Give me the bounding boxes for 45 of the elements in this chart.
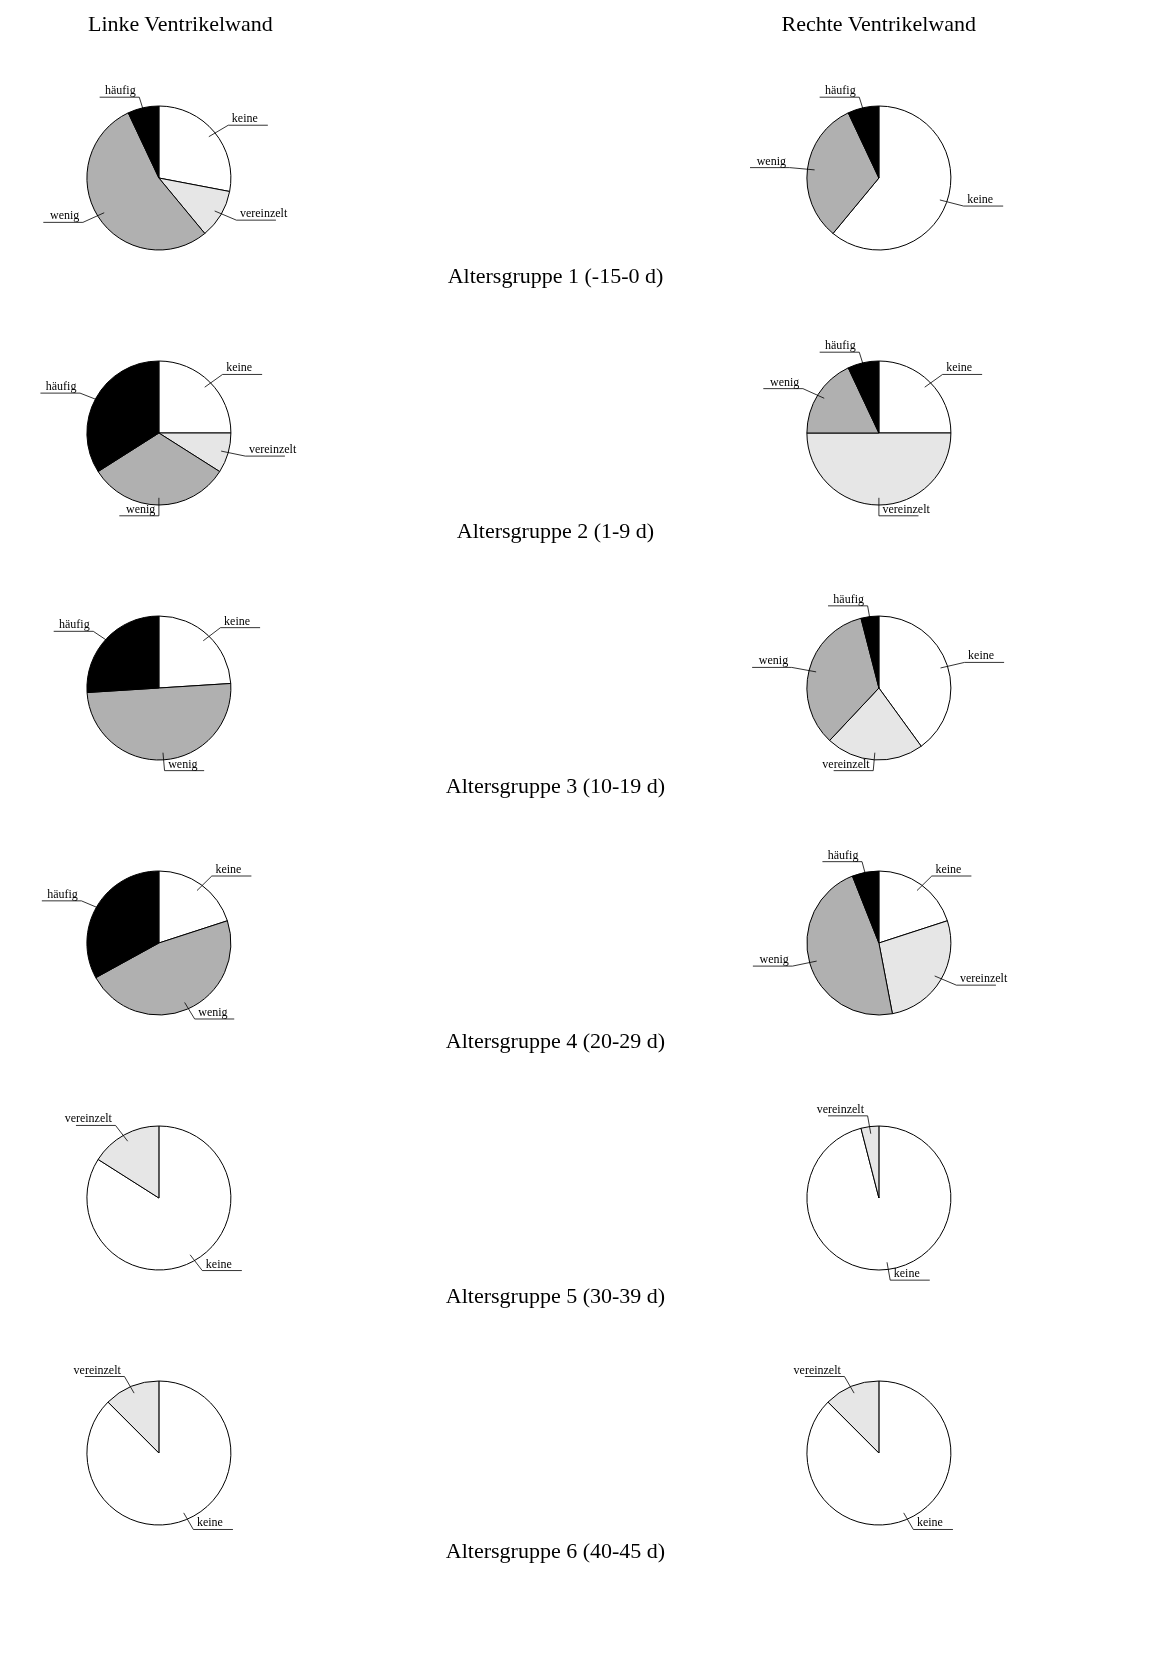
slice-label: vereinzelt	[248, 442, 297, 457]
slice-label: vereinzelt	[882, 501, 931, 516]
slice-label: vereinzelt	[64, 1111, 113, 1126]
slice-label: wenig	[49, 208, 80, 223]
slice-label: häufig	[825, 338, 856, 353]
slice-label: keine	[231, 111, 258, 126]
slice-label: häufig	[47, 886, 78, 901]
text: Altersgruppe 3 (10-19 d)	[445, 772, 666, 798]
slice-label: vereinzelt	[793, 1362, 842, 1377]
slice-label: häufig	[825, 83, 856, 98]
slice-label: keine	[946, 360, 973, 375]
slice-label: keine	[967, 192, 994, 207]
slice-label: keine	[196, 1515, 223, 1530]
slice-label: keine	[224, 613, 251, 628]
text: Altersgruppe 6 (40-45 d)	[445, 1537, 666, 1563]
slice-label: wenig	[759, 952, 789, 967]
slice-label: häufig	[833, 591, 865, 606]
slice-label: häufig	[105, 83, 136, 98]
slice-label: vereinzelt	[959, 971, 1008, 986]
chart-title: Rechte Ventrikelwand	[781, 11, 976, 37]
slice-label: wenig	[769, 374, 800, 389]
slice-label: keine	[215, 862, 242, 877]
slice-label: wenig	[168, 756, 198, 771]
slice-label: keine	[935, 862, 962, 877]
text: Altersgruppe 2 (1-9 d)	[456, 517, 655, 543]
slice-label: wenig	[198, 1004, 228, 1019]
slice-label: keine	[916, 1515, 943, 1530]
slice-label: keine	[205, 1256, 232, 1271]
slice-label: keine	[226, 360, 253, 375]
text: Altersgruppe 5 (30-39 d)	[445, 1282, 666, 1308]
slice-label: vereinzelt	[822, 756, 871, 771]
text: Altersgruppe 4 (20-29 d)	[445, 1027, 666, 1053]
slice-label: häufig	[59, 617, 90, 632]
slice-label: häufig	[827, 847, 859, 862]
slice-label: wenig	[758, 653, 789, 668]
slice-label: vereinzelt	[239, 206, 288, 221]
slice-label: keine	[893, 1266, 920, 1281]
text: Altersgruppe 1 (-15-0 d)	[447, 262, 664, 288]
slice-label: wenig	[125, 501, 156, 516]
slice-label: häufig	[45, 379, 77, 394]
slice-label: wenig	[756, 153, 787, 168]
chart-title: Linke Ventrikelwand	[87, 11, 273, 37]
slice-label: keine	[968, 648, 995, 663]
slice-label: vereinzelt	[73, 1362, 122, 1377]
slice-label: vereinzelt	[816, 1101, 865, 1116]
